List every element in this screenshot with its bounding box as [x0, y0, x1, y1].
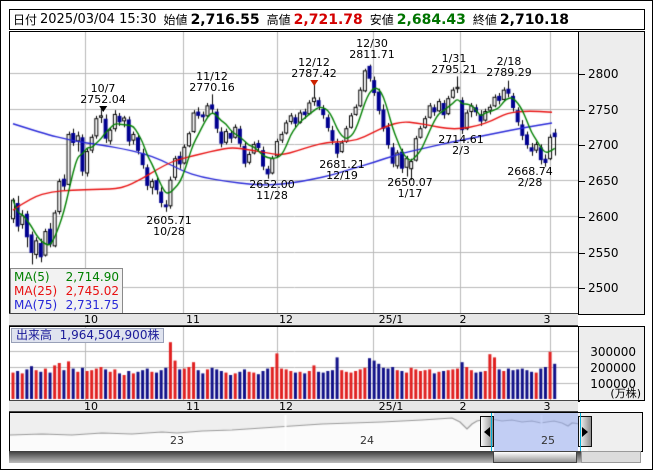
price-annotation: 2/18 2789.29 [486, 55, 532, 79]
selection-edge-line[interactable] [491, 413, 492, 451]
price-tick-label: 2700 [588, 138, 619, 153]
low-value: 2,684.43 [396, 11, 466, 28]
price-annotation: 11/12 2770.16 [189, 70, 235, 94]
date-value: 2025/03/04 15:30 [40, 12, 157, 27]
price-tick-mark [579, 110, 585, 111]
scrollbar-inactive-area [581, 451, 641, 463]
close-label: 終値 [472, 13, 497, 27]
price-tick-label: 2550 [588, 245, 619, 260]
high-label: 高値 [266, 13, 291, 27]
month-axis-strip-top: 10 11 12 25/1 2 3 [9, 313, 578, 326]
annotation-arrow-icon [310, 80, 318, 86]
right-arrow-icon [582, 426, 588, 437]
month-label: 12 [279, 400, 293, 413]
month-label: 2 [459, 313, 467, 326]
navigator-right-button[interactable] [578, 416, 592, 447]
price-tick-mark [579, 288, 585, 289]
price-annotation: 12/12 2787.42 [291, 57, 337, 86]
open-label: 始値 [163, 13, 188, 27]
month-label: 12 [279, 313, 293, 326]
price-annotation: 10/7 2752.04 [80, 83, 126, 112]
price-tick-mark [579, 145, 585, 146]
volume-tick-label: 100000 [590, 377, 636, 391]
volume-tick-label: 200000 [590, 361, 636, 375]
ma75-value: 2,731.75 [65, 298, 119, 312]
price-tick-label: 2600 [588, 209, 619, 224]
year-label: 23 [170, 434, 184, 447]
price-annotation: 1/31 2795.21 [431, 52, 477, 76]
left-arrow-icon [484, 426, 490, 437]
quote-info-bar: 日付 2025/03/04 15:30 始値 2,716.55 高値 2,721… [9, 9, 645, 30]
month-label: 10 [84, 313, 98, 326]
month-label: 11 [186, 400, 200, 413]
price-axis-panel: 2800 2750 2700 2650 2600 2550 2500 [578, 31, 645, 315]
price-tick-label: 2800 [588, 67, 619, 81]
ma75-label: MA(75) [14, 298, 58, 312]
volume-tick-label: 300000 [590, 345, 636, 359]
ma-legend: MA(5) 2,714.90 MA(25) 2,745.02 MA(75) 2,… [10, 268, 123, 314]
volume-value: 1,964,504,900株 [59, 328, 160, 342]
price-annotation: 12/30 2811.71 [349, 37, 395, 61]
volume-axis-panel: 300000 200000 100000 (万株) [578, 326, 645, 401]
price-tick-label: 2750 [588, 102, 619, 117]
price-tick-label: 2500 [588, 281, 619, 296]
ma25-value: 2,745.02 [65, 284, 119, 298]
range-navigator[interactable]: 23 24 25 [9, 412, 643, 452]
high-value: 2,721.78 [293, 11, 363, 28]
volume-total-label: 出来高 1,964,504,900株 [11, 328, 165, 343]
price-tick-mark [579, 217, 585, 218]
price-annotation: 2714.61 2/3 [438, 133, 484, 157]
price-annotation: 2650.07 1/17 [387, 176, 433, 200]
ma75-legend-row: MA(75) 2,731.75 [14, 298, 119, 312]
close-value: 2,710.18 [499, 11, 569, 28]
navigator-selection[interactable] [494, 413, 578, 451]
annotation-arrow-icon [99, 106, 107, 112]
month-label: 25/1 [378, 313, 404, 326]
scrollbar-thumb[interactable] [493, 451, 577, 463]
month-label: 2 [459, 400, 467, 413]
volume-pane: 出来高 1,964,504,900株 [9, 326, 580, 402]
volume-unit-label: (万株) [610, 387, 641, 400]
price-annotation: 2605.71 10/28 [146, 214, 192, 238]
selection-edge-line[interactable] [580, 413, 581, 451]
price-annotation: 2668.74 2/28 [507, 165, 553, 189]
price-annotation: 2652.00 11/28 [249, 178, 295, 202]
price-tick-mark [579, 253, 585, 254]
month-label: 25/1 [378, 400, 404, 413]
month-axis-strip-bottom: 10 11 12 25/1 2 3 [9, 400, 578, 412]
open-value: 2,716.55 [190, 11, 260, 28]
ma5-value: 2,714.90 [65, 270, 119, 284]
navigator-left-button[interactable] [480, 416, 494, 447]
low-label: 安値 [369, 13, 394, 27]
price-chart-pane: 10/7 2752.04 11/12 2770.16 12/12 2787.42 12/30… [9, 31, 580, 315]
price-tick-mark [579, 74, 585, 75]
scrollbar-track[interactable] [9, 451, 581, 463]
ma5-legend-row: MA(5) 2,714.90 [14, 270, 119, 284]
price-tick-mark [579, 181, 585, 182]
month-label: 3 [543, 313, 551, 326]
price-tick-label: 2650 [588, 174, 619, 189]
month-label: 10 [84, 400, 98, 413]
ma5-label: MA(5) [14, 270, 50, 284]
ma25-label: MA(25) [14, 284, 58, 298]
date-label: 日付 [13, 13, 38, 27]
volume-title: 出来高 [16, 328, 53, 342]
horizontal-scrollbar[interactable] [9, 451, 641, 463]
price-annotation: 2681.21 12/19 [319, 158, 365, 182]
year-label: 25 [541, 434, 555, 447]
month-label: 3 [543, 400, 551, 413]
candlestick-chart-canvas[interactable] [10, 32, 579, 314]
ma25-legend-row: MA(25) 2,745.02 [14, 284, 119, 298]
year-label: 24 [360, 434, 374, 447]
month-label: 11 [186, 313, 200, 326]
